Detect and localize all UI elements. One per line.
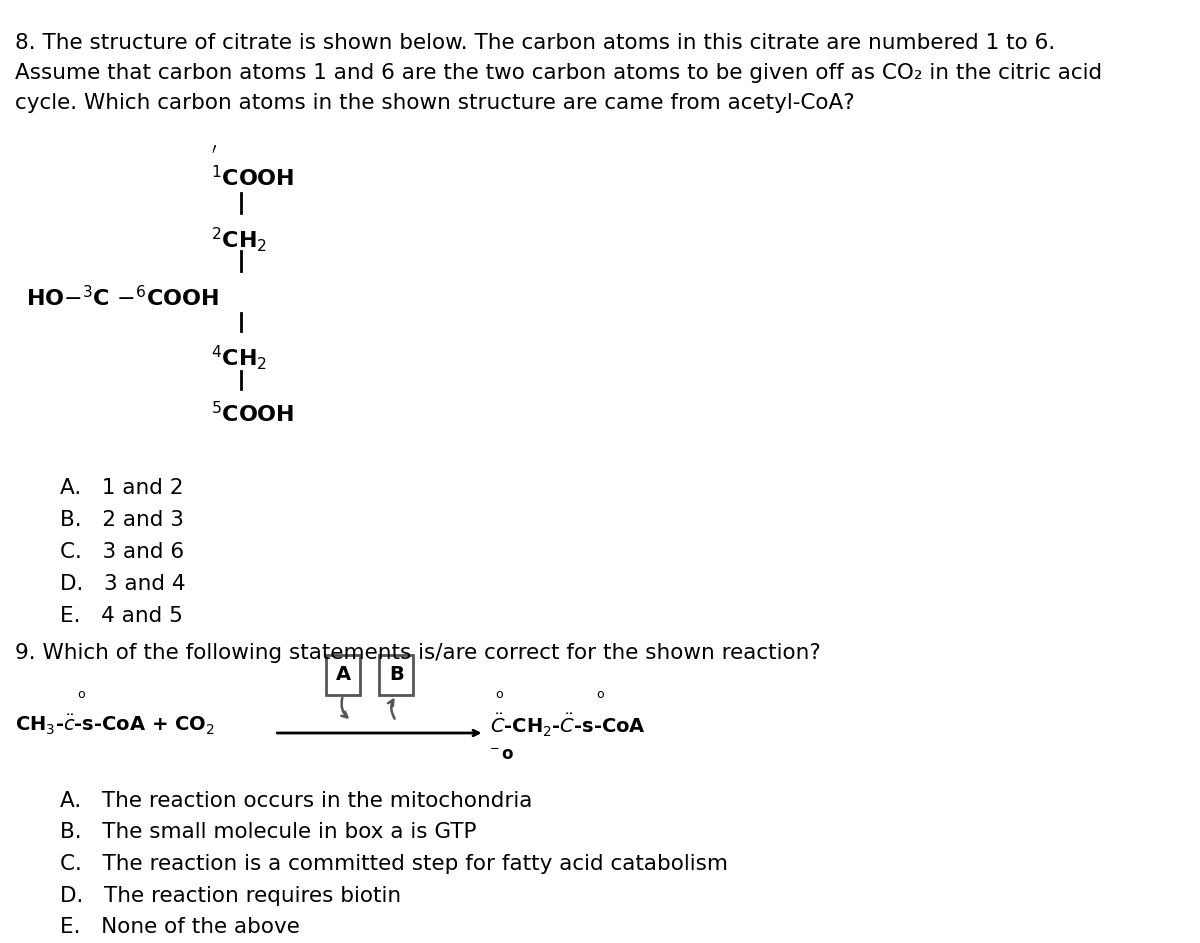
Text: $'$: $'$ (211, 145, 217, 165)
Text: A.   1 and 2: A. 1 and 2 (60, 478, 184, 498)
Text: $\ddot{C}$-CH$_2$-$\ddot{C}$-s-CoA: $\ddot{C}$-CH$_2$-$\ddot{C}$-s-CoA (491, 711, 647, 738)
Text: o: o (78, 688, 85, 702)
Text: B.   2 and 3: B. 2 and 3 (60, 510, 184, 530)
Text: Assume that carbon atoms 1 and 6 are the two carbon atoms to be given off as CO₂: Assume that carbon atoms 1 and 6 are the… (16, 63, 1103, 83)
Text: o: o (596, 688, 604, 702)
Text: $^1$COOH: $^1$COOH (211, 165, 294, 190)
Text: HO$-^3$C $-^6$COOH: HO$-^3$C $-^6$COOH (25, 285, 218, 310)
Bar (326, 655, 360, 695)
Text: C.   3 and 6: C. 3 and 6 (60, 542, 184, 562)
Text: B: B (389, 666, 403, 685)
Text: D.   3 and 4: D. 3 and 4 (60, 574, 186, 594)
Text: D.   The reaction requires biotin: D. The reaction requires biotin (60, 885, 401, 905)
Text: $^-$o: $^-$o (487, 746, 515, 764)
Bar (379, 655, 413, 695)
Text: E.   None of the above: E. None of the above (60, 917, 300, 937)
Text: E.   4 and 5: E. 4 and 5 (60, 606, 182, 626)
Text: cycle. Which carbon atoms in the shown structure are came from acetyl-CoA?: cycle. Which carbon atoms in the shown s… (16, 93, 856, 113)
Text: o: o (496, 688, 503, 702)
Text: B.   The small molecule in box a is GTP: B. The small molecule in box a is GTP (60, 822, 476, 842)
Text: A.   The reaction occurs in the mitochondria: A. The reaction occurs in the mitochondr… (60, 791, 533, 811)
Text: 8. The structure of citrate is shown below. The carbon atoms in this citrate are: 8. The structure of citrate is shown bel… (16, 33, 1056, 53)
Text: $^2$CH$_2$: $^2$CH$_2$ (211, 225, 268, 254)
Text: C.   The reaction is a committed step for fatty acid catabolism: C. The reaction is a committed step for … (60, 854, 728, 874)
Text: $^4$CH$_2$: $^4$CH$_2$ (211, 343, 268, 372)
Text: A: A (336, 666, 350, 685)
Text: $^5$COOH: $^5$COOH (211, 401, 294, 426)
Text: CH$_3$-$\ddot{c}$-s-CoA + CO$_2$: CH$_3$-$\ddot{c}$-s-CoA + CO$_2$ (16, 713, 215, 737)
Text: 9. Which of the following statements is/are correct for the shown reaction?: 9. Which of the following statements is/… (16, 643, 821, 663)
